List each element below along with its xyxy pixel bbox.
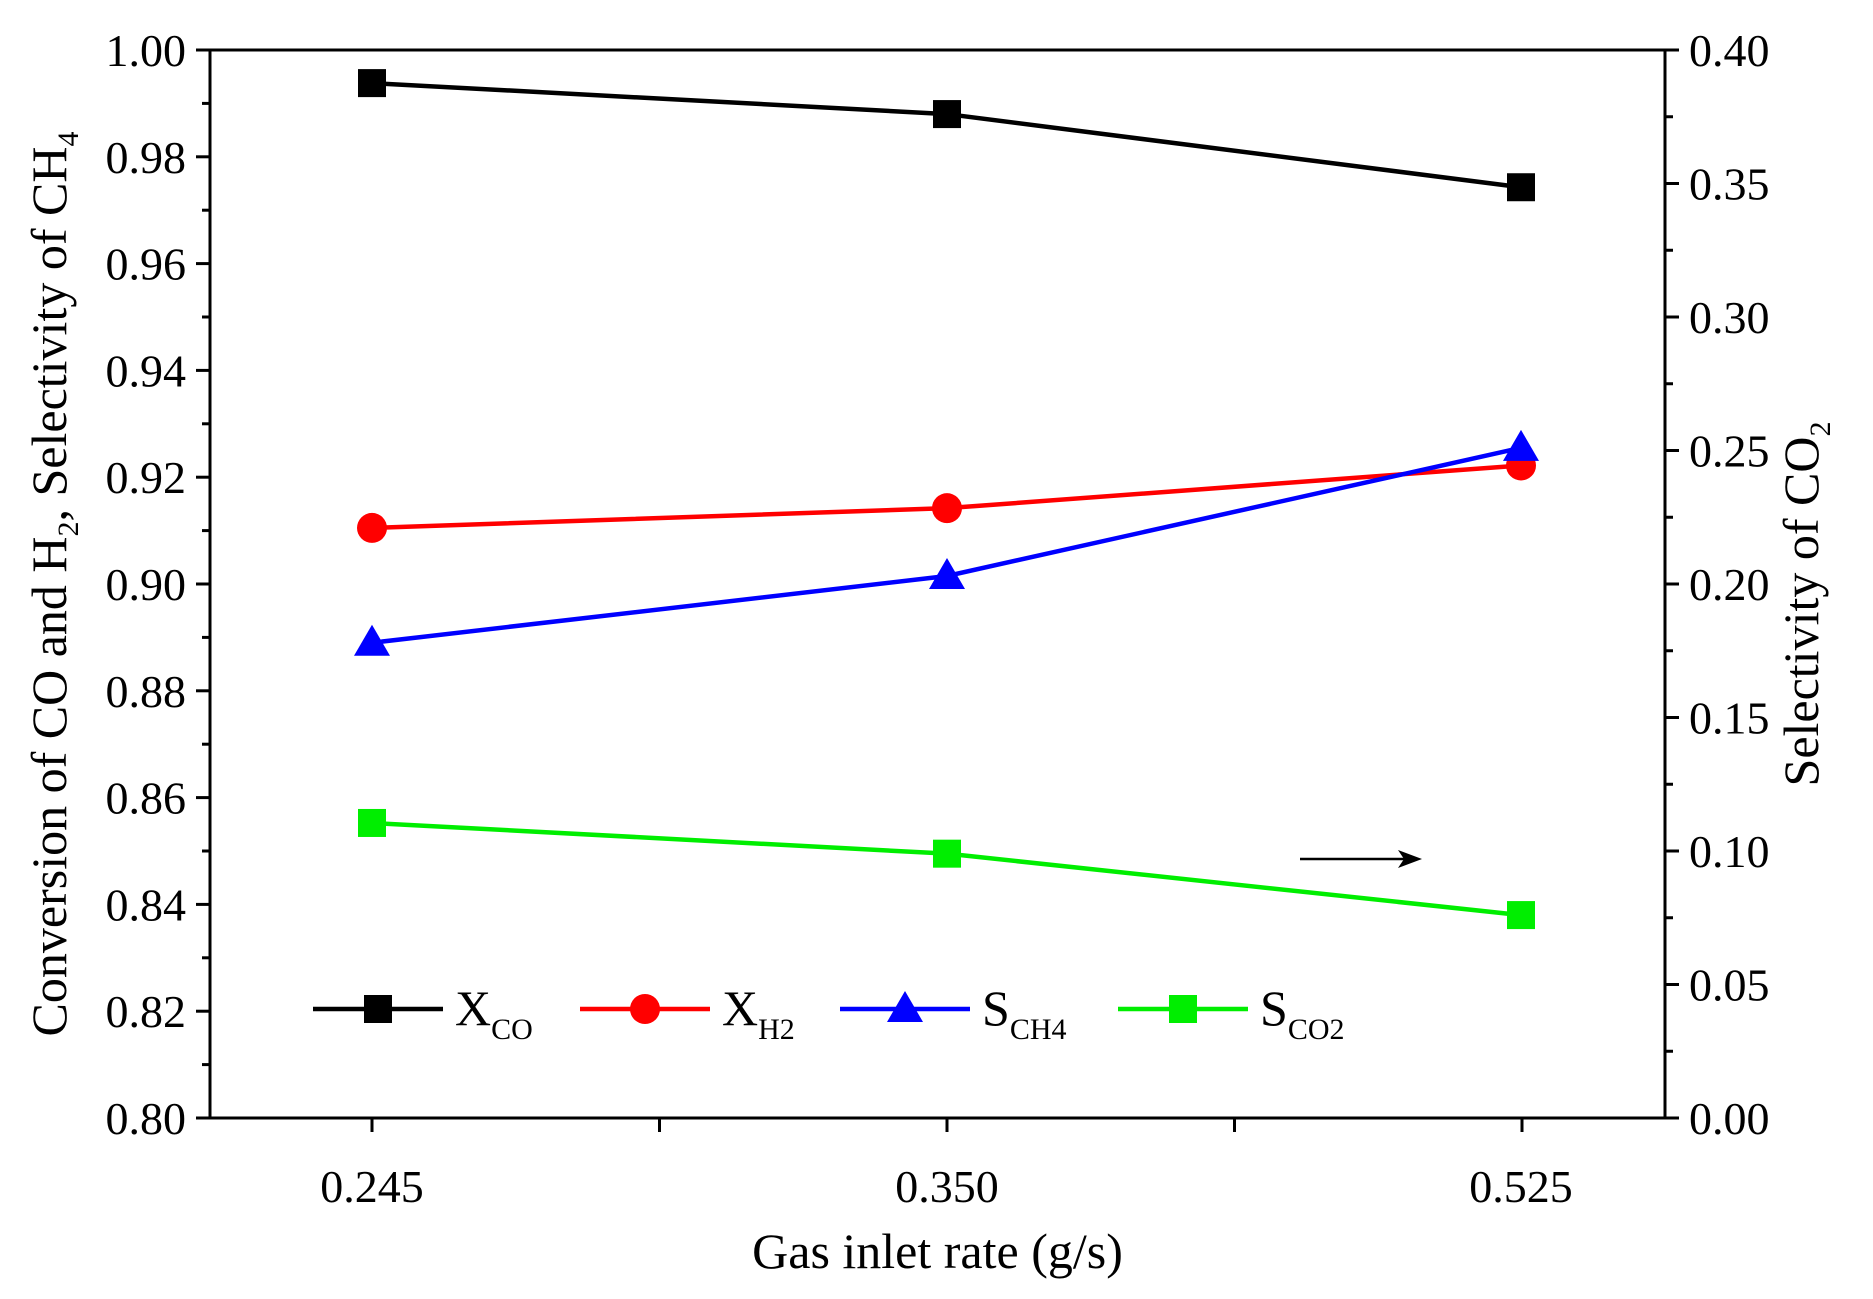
legend-label: XCO <box>455 980 533 1046</box>
y-left-tick-label: 0.92 <box>106 452 187 503</box>
series-x-h2 <box>357 450 1536 543</box>
data-point <box>1507 173 1535 202</box>
y-left-tick-label: 0.80 <box>106 1093 187 1144</box>
data-point <box>1507 901 1535 930</box>
y-left-tick-label: 0.98 <box>106 132 187 183</box>
x-tick-label: 0.525 <box>1469 1161 1573 1212</box>
arrow-head <box>1398 850 1422 868</box>
y-right-tick-label: 0.15 <box>1689 693 1770 744</box>
y-left-tick-label: 0.86 <box>106 773 187 824</box>
x-tick-label: 0.350 <box>895 1161 999 1212</box>
axis-titles: Gas inlet rate (g/s) Conversion of CO and… <box>21 132 1837 1279</box>
series-s-ch4 <box>354 429 1539 656</box>
series-line <box>371 80 1522 190</box>
legend-item-s-ch4: SCH4 <box>840 980 1067 1046</box>
legend-item-x-co: XCO <box>313 980 533 1046</box>
y-right-tick-label: 0.30 <box>1689 292 1770 343</box>
data-point <box>354 624 390 656</box>
y-left-tick-label: 0.82 <box>106 986 187 1037</box>
x-tick-label: 0.245 <box>320 1161 424 1212</box>
y-right-tick-label: 0.00 <box>1689 1093 1770 1144</box>
y-right-tick-label: 0.20 <box>1689 559 1770 610</box>
legend-label: SCH4 <box>982 980 1067 1046</box>
y-left-tick-label: 0.84 <box>106 879 187 930</box>
data-point <box>358 808 386 837</box>
data-point <box>933 100 961 129</box>
y-right-tick-label: 0.35 <box>1689 159 1770 210</box>
legend-marker <box>887 991 923 1022</box>
annotation-arrow <box>1300 850 1422 868</box>
series-s-co2 <box>358 808 1535 930</box>
legend: XCO XH2 SCH4 SCO2 <box>313 980 1345 1046</box>
y-right-tick-label: 0.05 <box>1689 960 1770 1011</box>
x-axis-title: Gas inlet rate (g/s) <box>752 1223 1123 1279</box>
y-left-tick-label: 0.90 <box>106 559 187 610</box>
series-line <box>371 820 1522 918</box>
data-point <box>357 512 387 543</box>
data-point <box>358 69 386 98</box>
legend-marker <box>1169 995 1197 1023</box>
legend-label: XH2 <box>722 980 795 1046</box>
y-left-tick-label: 1.00 <box>106 25 187 76</box>
axis-ticks: 0.80 0.82 0.84 0.86 0.88 0.90 0.92 0.94 0.96 0.98… <box>106 25 1770 1212</box>
y-left-tick-label: 0.94 <box>106 345 187 396</box>
data-point <box>929 557 965 589</box>
series-x-co <box>358 69 1535 202</box>
data-point <box>933 839 961 868</box>
legend-item-x-h2: XH2 <box>580 980 795 1046</box>
y-right-tick-label: 0.25 <box>1689 426 1770 477</box>
y-left-tick-label: 0.88 <box>106 666 187 717</box>
y-right-tick-label: 0.10 <box>1689 826 1770 877</box>
legend-label: SCO2 <box>1260 980 1345 1046</box>
y-left-tick-label: 0.96 <box>106 239 187 290</box>
legend-item-s-co2: SCO2 <box>1118 980 1345 1046</box>
y-left-axis-title: Conversion of CO and H2, Selectivity of … <box>21 132 85 1037</box>
series-layer <box>354 69 1539 930</box>
data-point <box>1503 429 1539 461</box>
y-right-axis-title: Selectivity of CO2 <box>1773 422 1837 787</box>
legend-marker <box>630 994 660 1024</box>
y-right-tick-label: 0.40 <box>1689 25 1770 76</box>
legend-marker <box>364 995 392 1023</box>
data-point <box>932 493 962 524</box>
